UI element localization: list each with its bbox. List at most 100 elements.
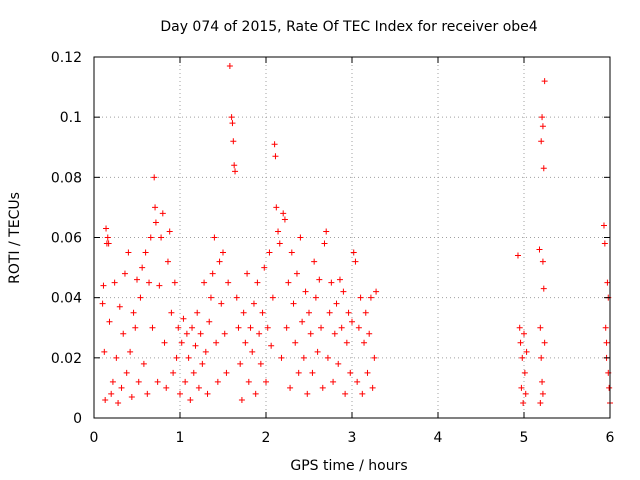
data-point xyxy=(134,276,140,283)
data-point xyxy=(276,240,283,247)
x-tick-label: 1 xyxy=(176,430,185,446)
data-point xyxy=(127,348,134,355)
data-point xyxy=(349,318,355,325)
data-point xyxy=(252,390,259,397)
data-point xyxy=(539,378,546,385)
data-point xyxy=(204,390,211,397)
data-point xyxy=(520,399,527,406)
y-tick-label: 0.04 xyxy=(51,291,82,307)
data-point xyxy=(168,309,175,316)
data-point xyxy=(182,378,189,385)
data-point xyxy=(539,258,546,265)
data-point xyxy=(116,303,123,310)
data-point xyxy=(231,162,238,169)
data-point xyxy=(309,369,316,376)
data-point xyxy=(185,354,192,361)
data-point xyxy=(149,324,156,331)
data-point xyxy=(214,378,221,385)
data-point xyxy=(108,390,115,397)
data-point xyxy=(132,324,139,331)
data-point xyxy=(261,264,268,271)
y-axis-label: ROTI / TECUs xyxy=(7,192,23,284)
data-point xyxy=(233,294,240,301)
data-point xyxy=(121,270,128,277)
data-point xyxy=(223,369,230,376)
data-point xyxy=(340,288,347,295)
data-point xyxy=(206,318,213,325)
data-point xyxy=(314,348,321,355)
data-point xyxy=(333,300,340,307)
data-point xyxy=(146,279,153,286)
data-point xyxy=(103,225,110,232)
data-point xyxy=(140,360,147,367)
data-point xyxy=(201,279,208,286)
data-point xyxy=(238,396,245,403)
data-point xyxy=(266,249,273,256)
data-point xyxy=(541,78,548,85)
x-tick-label: 0 xyxy=(90,430,99,446)
data-point xyxy=(171,279,178,286)
data-point xyxy=(293,270,300,277)
data-point xyxy=(522,390,529,397)
data-point xyxy=(240,309,247,316)
data-point xyxy=(170,369,177,376)
data-point xyxy=(371,354,378,361)
data-point xyxy=(166,228,173,235)
data-point xyxy=(197,330,204,337)
data-point xyxy=(602,324,609,331)
data-point xyxy=(156,282,163,289)
data-point xyxy=(152,204,159,211)
data-point xyxy=(180,315,187,322)
data-point xyxy=(158,234,165,241)
data-point xyxy=(606,384,613,391)
grid-lines xyxy=(94,57,610,418)
data-point xyxy=(355,324,362,331)
data-point xyxy=(175,324,182,331)
chart-title: Day 074 of 2015, Rate Of TEC Index for r… xyxy=(160,19,537,35)
data-point xyxy=(232,168,239,175)
data-point xyxy=(105,240,112,247)
data-point xyxy=(514,252,521,259)
y-tick-label: 0.12 xyxy=(51,50,82,66)
data-point xyxy=(120,330,127,337)
data-point xyxy=(302,288,309,295)
data-point xyxy=(111,279,118,286)
data-point xyxy=(109,378,116,385)
data-point xyxy=(300,354,307,361)
data-point xyxy=(104,234,111,241)
tick-labels: 0 1 2 3 4 5 6 0 0.02 0.04 0.06 0.08 0.1 0.12 xyxy=(51,50,615,446)
data-point xyxy=(366,330,373,337)
data-point xyxy=(369,384,376,391)
data-point xyxy=(321,240,328,247)
data-point xyxy=(287,384,294,391)
data-point xyxy=(207,294,214,301)
data-point xyxy=(280,210,287,217)
data-point xyxy=(319,384,326,391)
data-point xyxy=(326,309,333,316)
data-point xyxy=(101,348,108,355)
data-point xyxy=(125,249,132,256)
data-point xyxy=(362,309,369,316)
data-point xyxy=(603,339,610,346)
data-point xyxy=(540,165,547,172)
data-point xyxy=(189,324,196,331)
data-point xyxy=(357,294,364,301)
data-point xyxy=(229,120,236,127)
data-point xyxy=(269,294,276,301)
data-point xyxy=(601,240,608,247)
data-point xyxy=(226,63,233,70)
data-point xyxy=(154,378,161,385)
data-point xyxy=(177,390,183,397)
data-point xyxy=(106,318,113,325)
data-point xyxy=(194,309,201,316)
data-point xyxy=(328,279,335,286)
data-point xyxy=(295,369,302,376)
data-point xyxy=(183,330,190,337)
data-point xyxy=(336,276,343,283)
data-point xyxy=(218,300,225,307)
x-axis-label: GPS time / hours xyxy=(290,458,407,474)
data-point xyxy=(220,249,226,256)
data-point xyxy=(536,246,543,253)
data-point xyxy=(225,279,232,286)
data-point xyxy=(359,390,366,397)
